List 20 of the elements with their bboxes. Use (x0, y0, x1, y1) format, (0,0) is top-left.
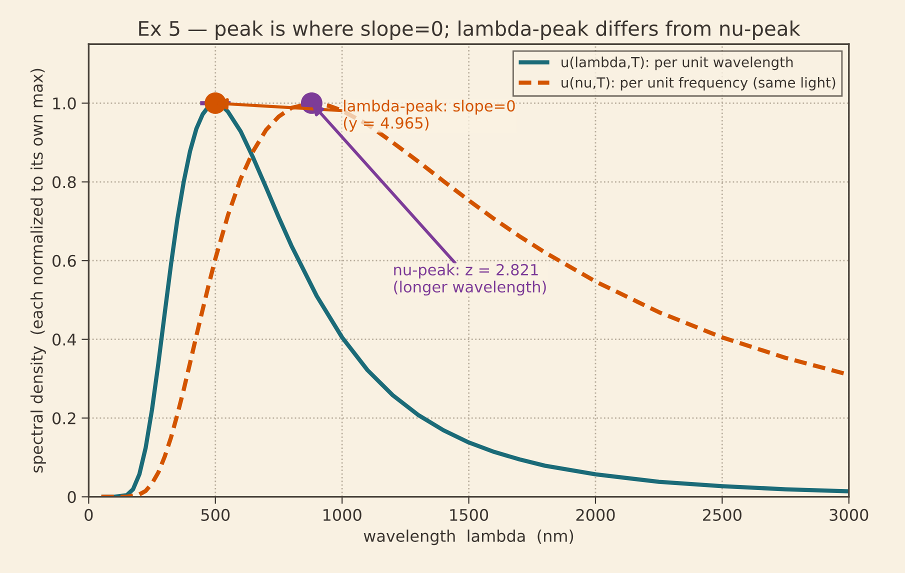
y-axis-title: spectral density (each normalized to its own max) (30, 68, 46, 473)
x-tick-label: 1500 (450, 508, 488, 521)
x-axis-title: wavelength lambda (nm) (364, 530, 574, 546)
x-tick-label: 2000 (576, 508, 615, 521)
x-tick-label: 3000 (830, 508, 868, 521)
x-tick-label: 2500 (703, 508, 742, 521)
x-tick-label: 1000 (324, 508, 362, 521)
chart-title: Ex 5 — peak is where slope=0; lambda-peak differs from nu-peak (139, 20, 800, 40)
x-tick-label: 500 (201, 508, 230, 521)
legend-label: u(lambda,T): per unit wavelength (562, 56, 793, 70)
y-tick-label: 0.8 (52, 176, 76, 188)
y-tick-label: 1.0 (53, 97, 76, 110)
y-tick-label: 0.4 (52, 334, 76, 346)
x-tick-label: 0 (84, 508, 93, 521)
annotation: lambda-peak: slope=0 (y = 4.965) (344, 100, 515, 132)
y-tick-label: 0.2 (52, 412, 76, 424)
legend-label: u(nu,T): per unit frequency (same light) (562, 77, 836, 90)
annotation: nu-peak: z = 2.821 (longer wavelength) (394, 264, 546, 296)
y-tick-label: 0.6 (52, 254, 76, 267)
y-tick-label: 0 (68, 491, 76, 504)
